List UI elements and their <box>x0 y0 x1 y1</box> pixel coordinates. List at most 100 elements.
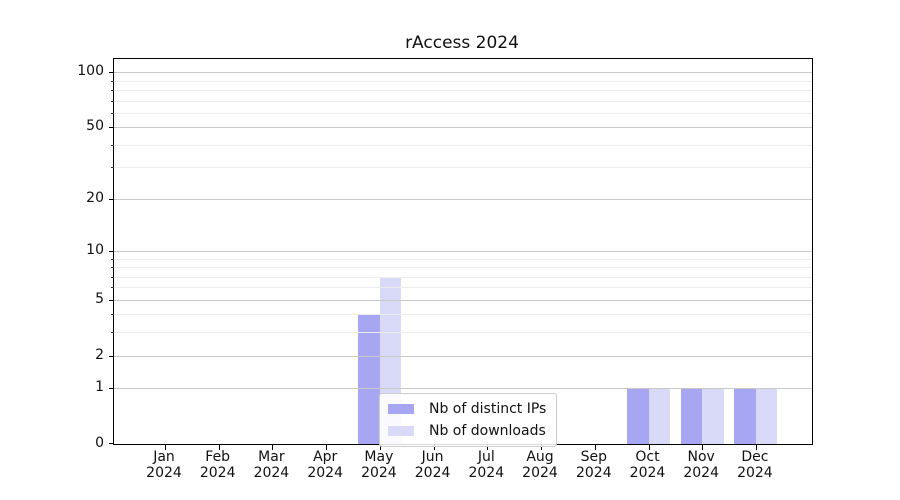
y-tick-label: 10 <box>86 241 104 258</box>
x-tick-label: Sep 2024 <box>564 449 624 481</box>
x-tick-label-year: 2024 <box>522 465 558 481</box>
x-tick-label-month: Jul <box>477 449 495 465</box>
gridline-major <box>114 127 812 129</box>
y-tick-label: 5 <box>95 290 104 307</box>
x-tick-label: Dec 2024 <box>725 449 785 481</box>
y-minor-tick <box>111 80 114 82</box>
y-minor-tick <box>111 112 114 114</box>
y-minor-tick <box>111 100 114 102</box>
y-minor-tick <box>111 287 114 289</box>
y-minor-tick <box>111 314 114 316</box>
legend-swatch-distinct-ips <box>388 404 414 414</box>
x-tick-label-year: 2024 <box>575 465 612 481</box>
chart-title: rAccess 2024 <box>405 33 519 53</box>
x-tick-mark <box>326 445 328 450</box>
x-tick-label: Feb 2024 <box>188 449 248 481</box>
x-tick-mark <box>487 445 489 450</box>
y-tick-label: 50 <box>86 118 104 135</box>
x-tick-label-year: 2024 <box>361 465 397 481</box>
x-tick-mark <box>702 445 704 450</box>
x-tick-mark <box>594 445 596 450</box>
x-tick-label-year: 2024 <box>737 465 773 481</box>
x-tick-label-month: Nov <box>687 449 715 465</box>
x-tick-label-month: Mar <box>258 449 285 465</box>
x-tick-label-month: Jun <box>421 449 444 465</box>
bar-nb-of-downloads-oct <box>648 388 670 444</box>
x-tick-label-month: Aug <box>526 449 554 465</box>
x-tick-label-year: 2024 <box>146 465 182 481</box>
gridline-minor <box>114 100 812 102</box>
x-tick-label: Mar 2024 <box>241 449 301 481</box>
y-minor-tick <box>111 276 114 278</box>
gridline-minor <box>114 167 812 169</box>
x-tick-label-month: Apr <box>313 449 338 465</box>
gridline-minor <box>114 267 812 268</box>
x-tick-mark <box>433 445 435 450</box>
gridline-minor <box>114 112 812 114</box>
x-tick-label: Jun 2024 <box>403 449 463 481</box>
x-tick-label-year: 2024 <box>468 465 505 481</box>
bar-nb-of-downloads-nov <box>702 388 724 444</box>
x-tick-mark <box>218 445 220 450</box>
bar-nb-of-downloads-dec <box>755 388 778 444</box>
y-tick-mark <box>109 198 114 200</box>
x-tick-label-month: Feb <box>205 449 231 465</box>
gridline-minor <box>114 90 812 91</box>
y-tick-mark <box>109 72 114 74</box>
x-tick-label-year: 2024 <box>253 465 290 481</box>
x-tick-label: Apr 2024 <box>295 449 355 481</box>
gridline-major <box>114 198 812 200</box>
x-tick-mark <box>165 445 166 450</box>
x-tick-label-month: Sep <box>580 449 607 465</box>
y-tick-label: 20 <box>86 189 104 206</box>
y-tick-label: 2 <box>95 346 104 363</box>
legend: Nb of distinct IPs Nb of downloads <box>379 393 558 447</box>
x-tick-mark <box>648 445 650 450</box>
legend-item-distinct-ips: Nb of distinct IPs <box>388 401 546 417</box>
y-axis-labels: 0 1 2 5 10 20 50 100 <box>0 58 104 451</box>
x-tick-label-month: Oct <box>635 449 660 465</box>
gridline-major <box>114 388 812 390</box>
x-tick-label: Jul 2024 <box>456 449 516 481</box>
gridline-major <box>114 250 812 252</box>
x-tick-mark <box>755 445 757 450</box>
gridline-minor <box>114 258 812 260</box>
legend-swatch-downloads <box>388 426 414 436</box>
gridline-minor <box>114 332 812 334</box>
bar-nb-of-distinct-ips-oct <box>627 388 649 444</box>
legend-label-distinct-ips: Nb of distinct IPs <box>429 401 547 417</box>
y-tick-mark <box>109 388 114 390</box>
gridline-major <box>114 299 812 301</box>
x-tick-label-month: Dec <box>741 449 769 465</box>
y-tick-mark <box>109 250 114 252</box>
x-tick-label-year: 2024 <box>683 465 719 481</box>
x-tick-label-year: 2024 <box>307 465 343 481</box>
x-tick-label-month: Jan <box>153 449 175 465</box>
legend-item-downloads: Nb of downloads <box>388 423 546 439</box>
y-minor-tick <box>111 144 114 146</box>
gridline-minor <box>114 276 812 278</box>
bar-nb-of-distinct-ips-nov <box>680 388 703 444</box>
gridline-minor <box>114 287 812 289</box>
gridline-major <box>114 355 812 357</box>
x-tick-mark <box>379 445 381 450</box>
x-tick-label: May 2024 <box>349 449 409 481</box>
y-minor-tick <box>111 267 114 268</box>
y-tick-mark <box>109 299 114 301</box>
y-tick-mark <box>109 443 114 444</box>
y-tick-label: 1 <box>95 379 104 396</box>
x-tick-label: Nov 2024 <box>671 449 731 481</box>
y-tick-label: 100 <box>77 63 104 80</box>
y-minor-tick <box>111 167 114 169</box>
x-axis-labels: Jan 2024 Feb 2024 Mar 2024 Apr 2024 May 2024 Jun 20… <box>113 449 811 485</box>
x-tick-label-year: 2024 <box>629 465 666 481</box>
bar-nb-of-distinct-ips-may <box>358 314 380 444</box>
x-tick-label: Aug 2024 <box>510 449 570 481</box>
legend-label-downloads: Nb of downloads <box>429 423 546 439</box>
x-tick-label-month: May <box>364 449 394 465</box>
y-tick-mark <box>109 127 114 129</box>
x-tick-label-year: 2024 <box>414 465 451 481</box>
gridline-minor <box>114 80 812 82</box>
x-tick-label: Jan 2024 <box>134 449 194 481</box>
